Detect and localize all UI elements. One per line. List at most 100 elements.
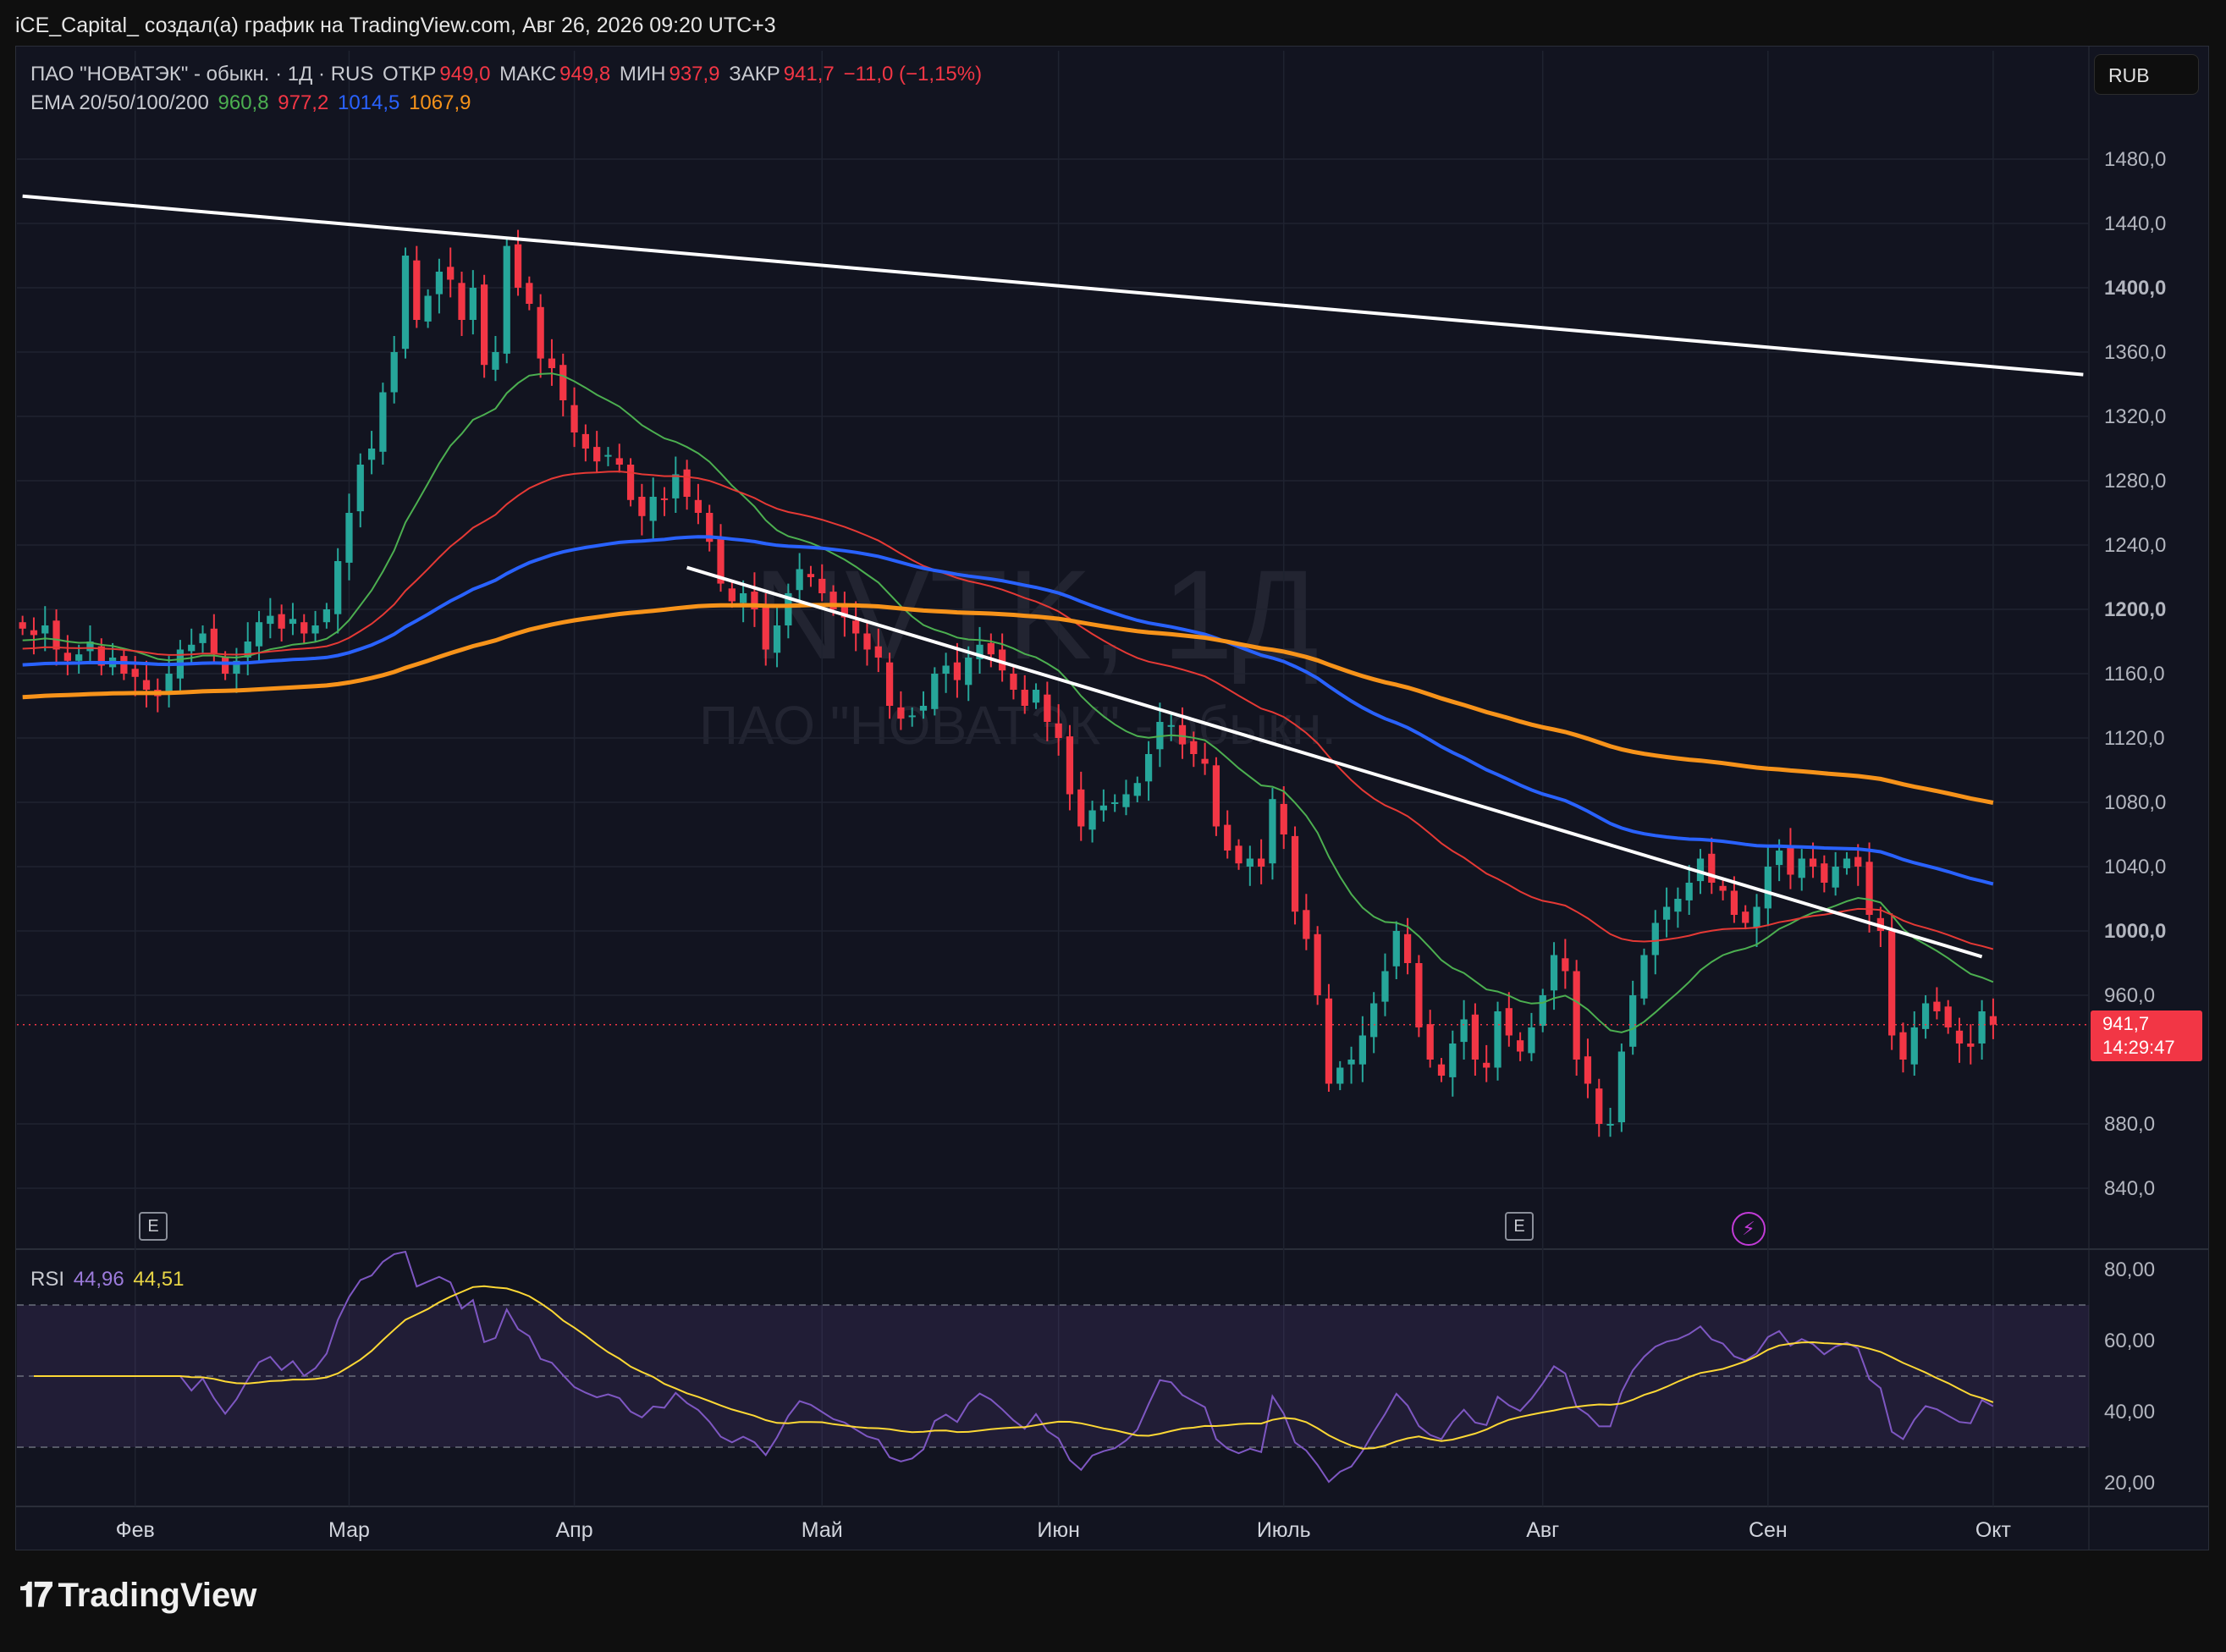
trendlines — [17, 194, 2089, 1026]
lightning-icon[interactable]: ⚡ — [1732, 1212, 1766, 1246]
candle-body — [1989, 1016, 1997, 1025]
candle-body — [751, 592, 758, 609]
candle-body — [863, 633, 871, 650]
rsi-lines — [34, 1250, 1994, 1484]
candle-body — [626, 465, 635, 500]
candle-body — [807, 574, 815, 577]
candle-body — [131, 669, 139, 677]
high-label: МАКС — [499, 63, 557, 85]
candle-body — [999, 649, 1006, 671]
tradingview-logo-icon: 𝟏𝟕 — [19, 1576, 53, 1615]
top-bar: iCE_Capital_ создал(а) график на Trading… — [0, 0, 2226, 46]
close-label: ЗАКР — [729, 63, 780, 85]
candle-body — [1629, 995, 1637, 1047]
ema20-line — [22, 372, 1994, 1033]
ema-lines — [22, 372, 1994, 1033]
rsi-label[interactable]: RSI — [30, 1268, 65, 1291]
month-tick-label: Мар — [328, 1518, 370, 1542]
candle-body — [1449, 1044, 1457, 1077]
candle-body — [581, 433, 589, 449]
candle-body — [717, 538, 725, 584]
candle-body — [897, 707, 905, 719]
candle-body — [1494, 1011, 1501, 1068]
price-tick-label: 1240,0 — [2104, 534, 2166, 557]
watermark-name: ПАО "НОВАТЭК" - обыкн. — [699, 695, 1337, 756]
candle-body — [356, 465, 364, 512]
candle-body — [1921, 1003, 1930, 1029]
candle-body — [19, 622, 26, 629]
candle-body — [1010, 674, 1017, 690]
candle-body — [852, 620, 860, 634]
candle-body — [1528, 1027, 1535, 1054]
candle-body — [1032, 690, 1040, 703]
low-value: 937,9 — [669, 63, 720, 85]
candle-body — [965, 658, 972, 686]
earnings-event-marker-1[interactable]: E — [139, 1212, 168, 1241]
chart-frame[interactable] — [15, 46, 2209, 1550]
candle-body — [548, 358, 556, 368]
candle-body — [52, 620, 60, 650]
candle-body — [367, 449, 376, 460]
symbol-name[interactable]: ПАО "НОВАТЭК" - обыкн. · 1Д · RUS — [30, 63, 374, 85]
candle-body — [1798, 858, 1805, 878]
rsi-bands — [17, 1304, 2089, 1448]
candle-body — [1696, 858, 1705, 882]
candle-body — [379, 392, 387, 452]
ema50-line — [22, 471, 1994, 950]
candle-body — [785, 593, 792, 625]
currency-button[interactable]: RUB — [2094, 54, 2199, 95]
trendline-1 — [22, 194, 2084, 377]
candle-body — [1201, 758, 1209, 764]
change-value: −11,0 (−1,15%) — [843, 63, 983, 85]
trendline-2 — [686, 565, 1983, 959]
grid-lines — [15, 46, 2209, 1550]
candle-body — [1044, 694, 1051, 722]
candle-body — [740, 593, 747, 603]
candle-body — [233, 660, 240, 674]
candle-body — [1392, 931, 1400, 966]
price-tick-label: 960,0 — [2104, 984, 2155, 1007]
ema50-value: 977,2 — [278, 91, 329, 114]
candle-body — [289, 619, 297, 625]
tradingview-logo[interactable]: 𝟏𝟕 TradingView — [19, 1576, 256, 1627]
candle-body — [1910, 1027, 1918, 1065]
candle-body — [142, 680, 151, 690]
rsi-tick-label: 20,00 — [2104, 1472, 2155, 1495]
candle-body — [1888, 931, 1896, 1036]
candle-body — [503, 245, 510, 354]
rsi-tick-label: 60,00 — [2104, 1330, 2155, 1352]
candle-body — [188, 644, 196, 652]
candle-body — [1640, 955, 1648, 999]
candle-body — [1167, 724, 1175, 727]
candle-body — [1562, 958, 1569, 972]
brand-name: TradingView — [58, 1577, 257, 1614]
axis-labels: 1480,0 1440,0 1400,0 1360,0 1320,0 1280,0 1240… — [116, 148, 2167, 1542]
ema-legend: EMA 20/50/100/200 960,8 977,2 1014,5 106… — [30, 91, 474, 115]
candle-body — [1944, 1006, 1952, 1027]
chart-attribution-title: iCE_Capital_ создал(а) график на Trading… — [15, 14, 776, 37]
low-label: МИН — [619, 63, 666, 85]
candle-body — [638, 497, 646, 516]
candle-body — [1517, 1040, 1524, 1052]
candle-body — [311, 625, 319, 634]
price-tick-label: 1480,0 — [2104, 148, 2166, 171]
candle-body — [1370, 1003, 1378, 1038]
candle-body — [1651, 922, 1659, 955]
candle-body — [818, 578, 826, 593]
candle-body — [1662, 906, 1671, 920]
candle-body — [1550, 955, 1558, 991]
month-tick-label: Май — [802, 1518, 843, 1542]
candle-body — [1099, 805, 1107, 811]
ema-label[interactable]: EMA 20/50/100/200 — [30, 91, 209, 114]
candle-body — [1415, 963, 1423, 1027]
month-tick-label: Июн — [1037, 1518, 1080, 1542]
earnings-event-marker-2[interactable]: E — [1505, 1212, 1534, 1241]
rsi-legend: RSI 44,96 44,51 — [30, 1268, 187, 1291]
candle-body — [1291, 835, 1299, 912]
candle-body — [1832, 867, 1839, 888]
candle-body — [63, 653, 71, 661]
ema100-value: 1014,5 — [337, 91, 400, 114]
candle-body — [75, 654, 83, 661]
candle-body — [728, 588, 736, 602]
